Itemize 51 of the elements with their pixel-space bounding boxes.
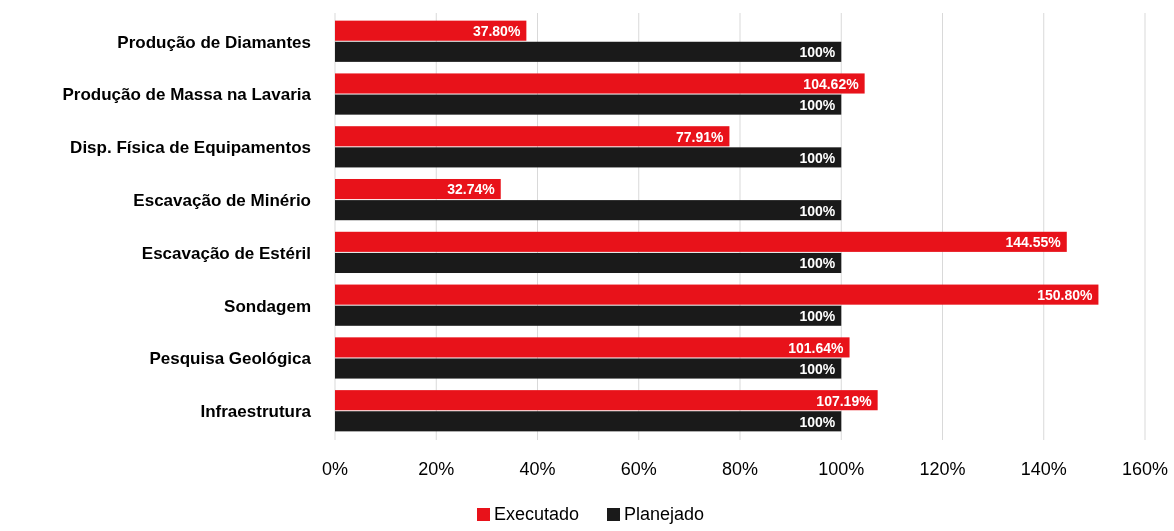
x-tick-label: 120% (919, 459, 966, 479)
y-tick-label: Sondagem (224, 296, 311, 316)
x-tick-label: 20% (418, 459, 455, 479)
y-tick-label: Produção de Diamantes (117, 32, 311, 52)
data-label: 100% (799, 255, 836, 272)
x-tick-label: 160% (1121, 459, 1169, 479)
bar (335, 200, 842, 221)
bar (335, 126, 730, 147)
data-label: 150.80% (1037, 287, 1093, 304)
legend-label: Planejado (624, 504, 705, 524)
data-label: 32.74% (447, 181, 496, 198)
x-tick-label: 40% (519, 459, 556, 479)
y-tick-label: Escavação de Minério (133, 191, 311, 211)
data-label: 100% (799, 96, 836, 113)
bar (335, 20, 527, 41)
data-label: 104.62% (803, 75, 860, 92)
data-label: 37.80% (472, 23, 521, 40)
y-tick-label: Pesquisa Geológica (149, 349, 312, 369)
bar (335, 305, 842, 326)
data-label: 107.19% (816, 392, 873, 409)
data-label: 101.64% (788, 339, 845, 356)
x-tick-label: 140% (1020, 459, 1067, 479)
bar (335, 337, 850, 358)
x-tick-label: 0% (321, 459, 349, 479)
data-label: 100% (799, 308, 836, 325)
bar (335, 284, 1099, 305)
bar (335, 411, 842, 432)
data-label: 144.55% (1005, 234, 1062, 251)
y-tick-label: Infraestrutura (200, 402, 312, 422)
x-tick-label: 60% (620, 459, 657, 479)
y-tick-label: Escavação de Estéril (141, 243, 311, 263)
data-label: 100% (799, 360, 836, 377)
bar (335, 358, 842, 379)
data-label: 100% (799, 413, 836, 430)
data-label: 77.91% (675, 128, 724, 145)
bar (335, 41, 842, 62)
bar (335, 178, 501, 200)
x-tick-label: 80% (721, 459, 759, 479)
x-tick-label: 100% (818, 459, 865, 479)
y-tick-label: Disp. Física de Equipamentos (70, 138, 311, 158)
bar (335, 231, 1067, 252)
data-label: 100% (799, 202, 836, 219)
y-tick-label: Produção de Massa na Lavaria (62, 85, 312, 105)
bar (335, 390, 878, 411)
bar (335, 94, 842, 115)
bar (335, 147, 842, 168)
data-label: 100% (799, 44, 836, 61)
legend-label: Executado (494, 504, 580, 524)
bar (335, 73, 865, 94)
bar (335, 252, 842, 274)
data-label: 100% (799, 149, 836, 166)
